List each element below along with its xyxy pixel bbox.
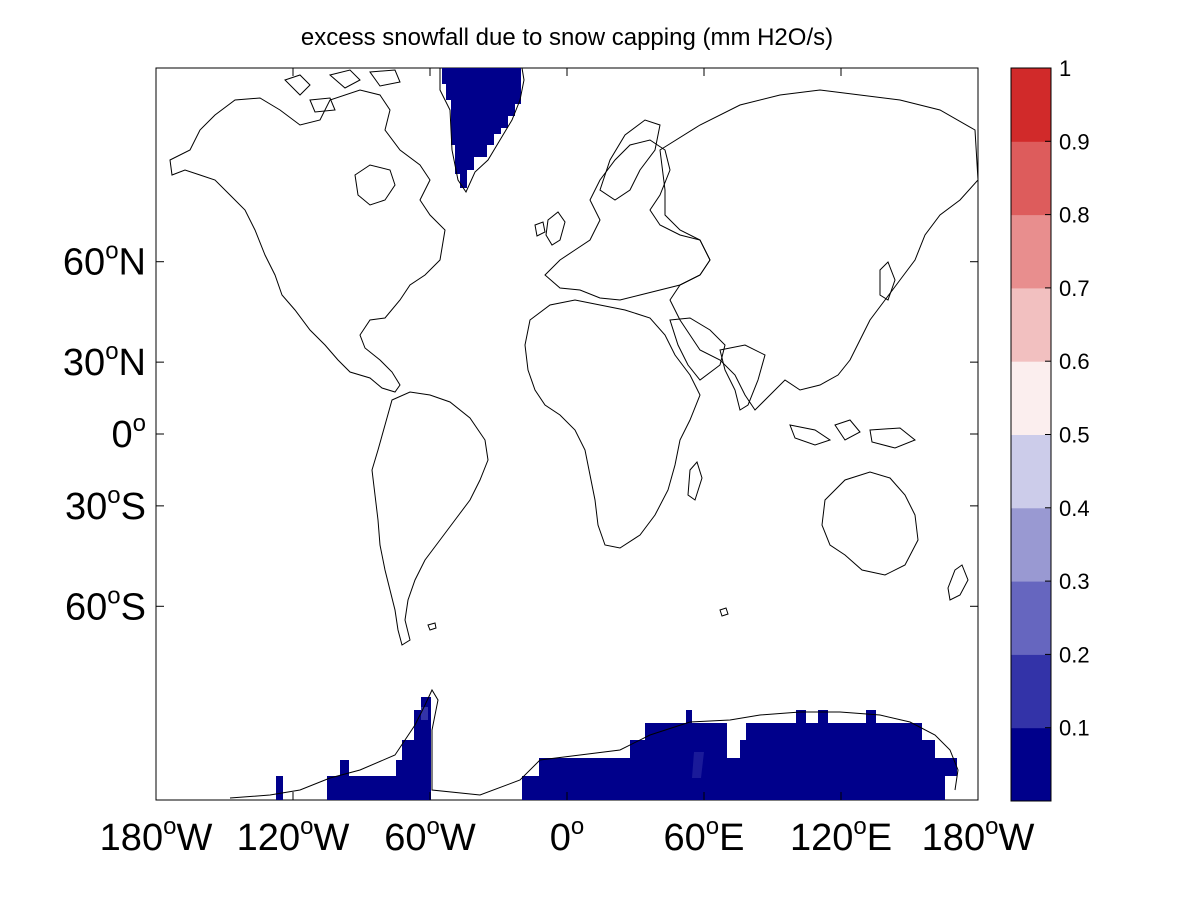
field-east-antarctica-patch xyxy=(692,752,704,778)
colorbar-segment xyxy=(1011,727,1051,802)
coast-india xyxy=(719,344,766,411)
field-ross-strip xyxy=(276,776,283,800)
colorbar-segment xyxy=(1011,654,1051,729)
coast-arabia xyxy=(669,317,726,381)
coast-british-isles xyxy=(534,211,566,246)
field-east-antarctica xyxy=(522,710,957,800)
coast-greenland xyxy=(439,67,525,194)
map-title: excess snowfall due to snow capping (mm … xyxy=(300,24,834,51)
lon-tick-label: 180oW xyxy=(100,813,213,859)
coast-japan xyxy=(879,261,896,301)
coast-hudson-bay xyxy=(354,164,396,206)
lat-tick-label: 30oS xyxy=(65,482,146,528)
coast-madagascar xyxy=(687,460,703,501)
coast-new-zealand xyxy=(947,564,969,601)
coastlines xyxy=(169,67,979,799)
lon-tick-label: 120oE xyxy=(790,813,892,859)
coast-antarctica xyxy=(229,688,959,799)
colorbar-label: 0.6 xyxy=(1059,349,1090,374)
colorbar-label: 0.2 xyxy=(1059,642,1090,667)
lon-tick-label: 60oE xyxy=(664,813,745,859)
lon-tick-label: 180oW xyxy=(922,813,1035,859)
colorbar-label: 0.1 xyxy=(1059,716,1090,741)
field-greenland xyxy=(442,68,521,188)
coast-scandinavia xyxy=(599,119,661,201)
colorbar-segment xyxy=(1011,141,1051,216)
map-frame xyxy=(155,67,979,801)
field-west-antarctica-patch xyxy=(421,707,428,720)
colorbar-label: 0.8 xyxy=(1059,203,1090,228)
colorbar-label: 1 xyxy=(1059,56,1071,81)
lat-tick-label: 0o xyxy=(112,410,147,456)
colorbar-segment xyxy=(1011,581,1051,655)
longitude-axis: 180oW 120oW 60oW 0o 60oE 120oE 180oW xyxy=(100,68,1035,859)
colorbar-segment xyxy=(1011,361,1051,435)
lon-tick-label: 60oW xyxy=(384,813,476,859)
colorbar-segment xyxy=(1011,214,1051,289)
colorbar-label: 0.4 xyxy=(1059,496,1090,521)
colorbar-label: 0.7 xyxy=(1059,276,1090,301)
latitude-axis: 60oN 30oN 0o 30oS 60oS xyxy=(63,238,978,628)
lon-tick-label: 120oW xyxy=(237,813,350,859)
lat-tick-label: 60oS xyxy=(65,582,146,628)
coast-asia xyxy=(659,89,979,411)
colorbar-segment xyxy=(1011,68,1051,142)
lat-tick-label: 60oN xyxy=(63,238,146,284)
lat-tick-label: 30oN xyxy=(63,338,146,384)
field-west-antarctica xyxy=(327,697,431,800)
coast-australia xyxy=(821,471,919,576)
coast-north-america xyxy=(169,89,446,393)
coast-arctic-islands xyxy=(284,69,401,113)
lon-tick-label: 0o xyxy=(550,813,585,859)
colorbar-segment xyxy=(1011,434,1051,509)
coast-south-georgia xyxy=(427,607,729,631)
colorbar: 0.1 0.2 0.3 0.4 0.5 0.6 0.7 0.8 0.9 1 xyxy=(1010,56,1090,802)
coast-africa xyxy=(524,299,701,549)
coast-south-america xyxy=(371,391,489,646)
colorbar-segment xyxy=(1011,507,1051,582)
colorbar-segment xyxy=(1011,287,1051,362)
coast-indonesia xyxy=(789,419,916,449)
coast-europe xyxy=(544,139,711,301)
colorbar-label: 0.3 xyxy=(1059,569,1090,594)
colorbar-label: 0.9 xyxy=(1059,129,1090,154)
colorbar-label: 0.5 xyxy=(1059,423,1090,448)
